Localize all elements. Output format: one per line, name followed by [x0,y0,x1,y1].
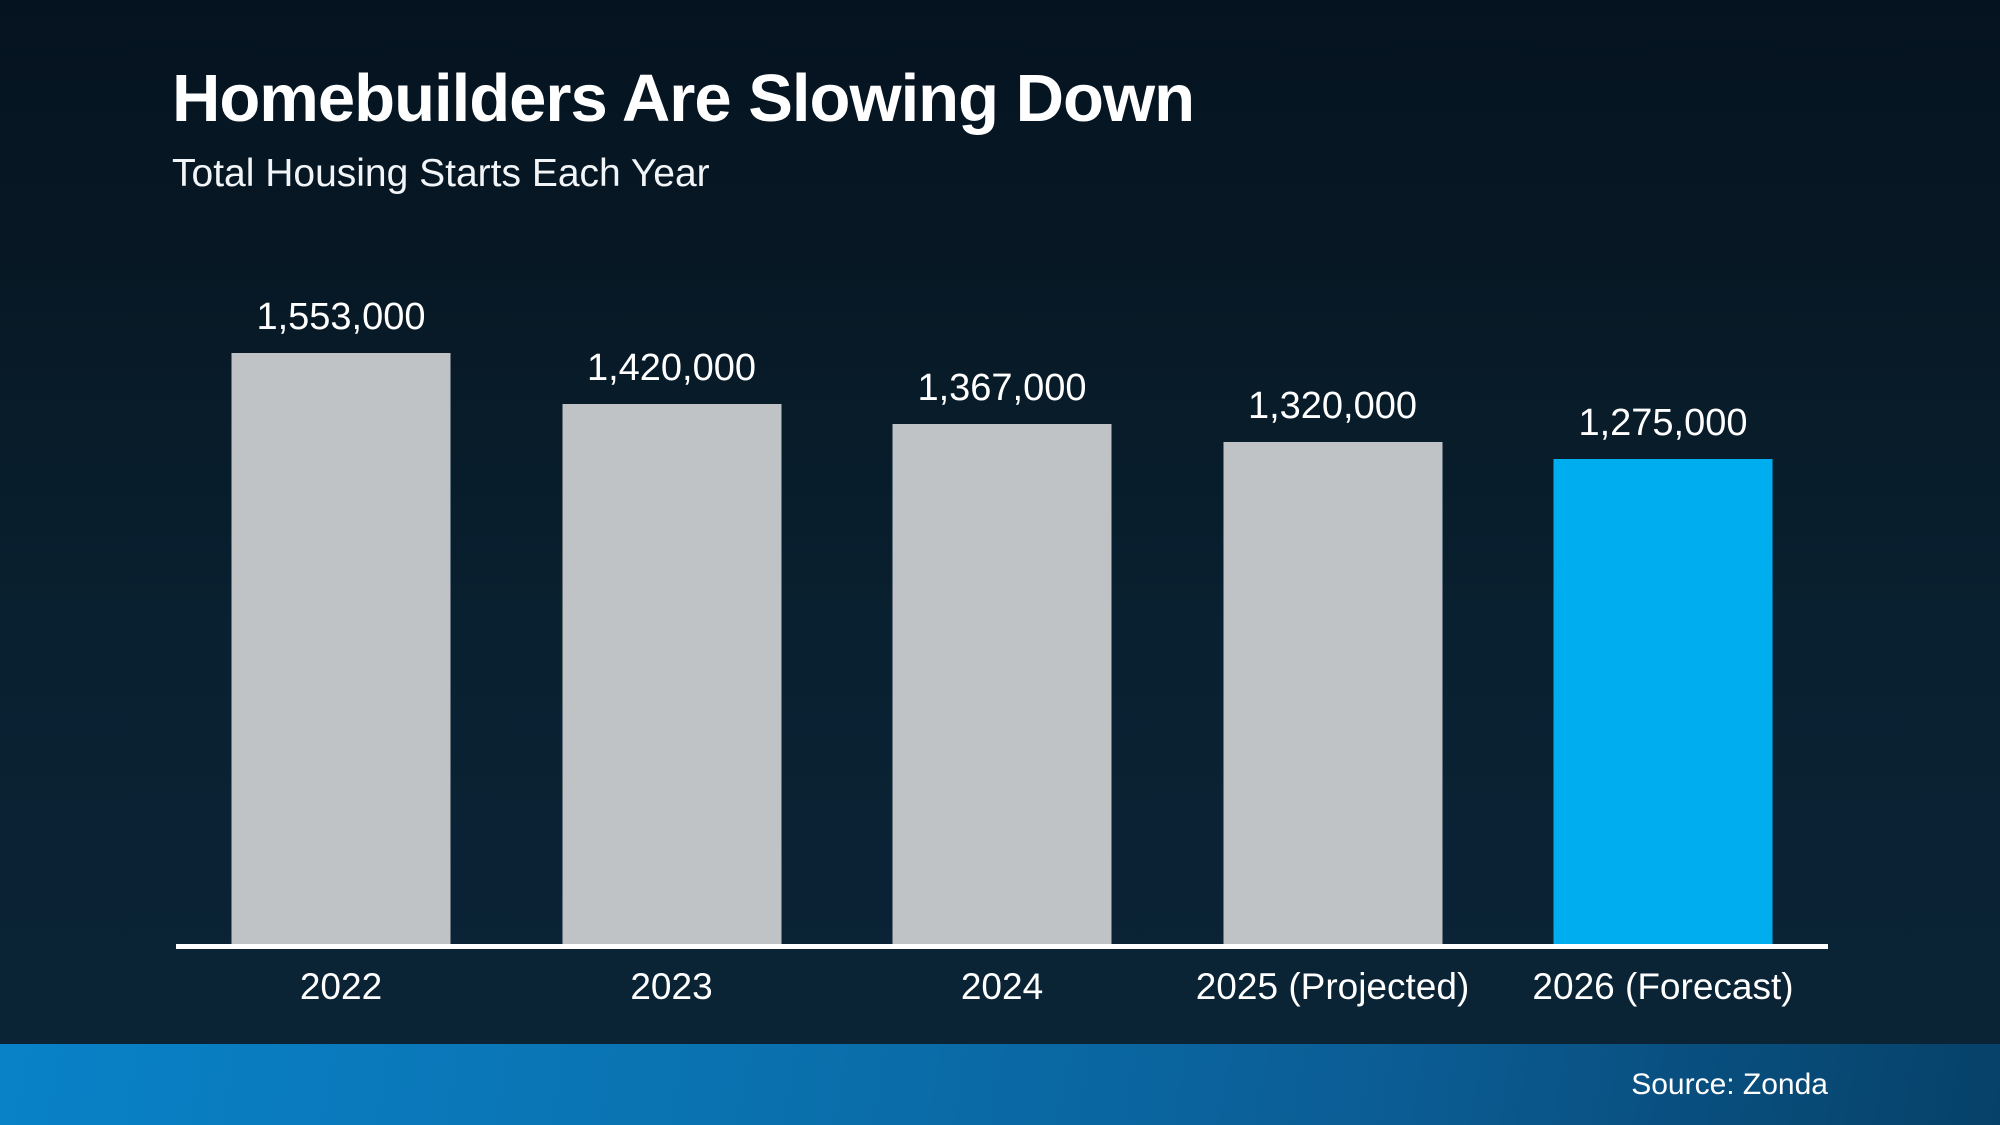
bar-category-label: 2026 (Forecast) [1532,966,1794,1007]
bar-category-label: 2023 [630,966,713,1007]
bar-value-label: 1,367,000 [917,367,1087,409]
bar-category-label: 2022 [299,966,383,1007]
bar-value-label: 1,420,000 [586,347,757,389]
bar-category-label: 2024 [960,966,1044,1007]
page-title: Homebuilders Are Slowing Down [172,61,1195,136]
bar-value-label: 1,553,000 [256,296,426,338]
bar-value-label: 1,320,000 [1247,385,1418,427]
footer-bar: Source: Zonda [0,1044,2000,1125]
bar-highlighted [1553,459,1773,944]
bar-chart: 1,553,000 2022 1,420,000 2023 1,367,000 2024 1… [176,296,1828,1007]
bar-category-label: 2025 (Projected) [1195,966,1470,1007]
bar [231,353,451,944]
page-subtitle: Total Housing Starts Each Year [172,151,710,195]
x-axis-line [176,944,1828,949]
bar [892,424,1112,944]
bar [1223,442,1442,944]
bar-value-label: 1,275,000 [1578,402,1748,444]
header: Homebuilders Are Slowing Down Total Hous… [172,61,1195,196]
source-credit: Source: Zonda [1631,1068,1828,1101]
bar [562,404,781,944]
